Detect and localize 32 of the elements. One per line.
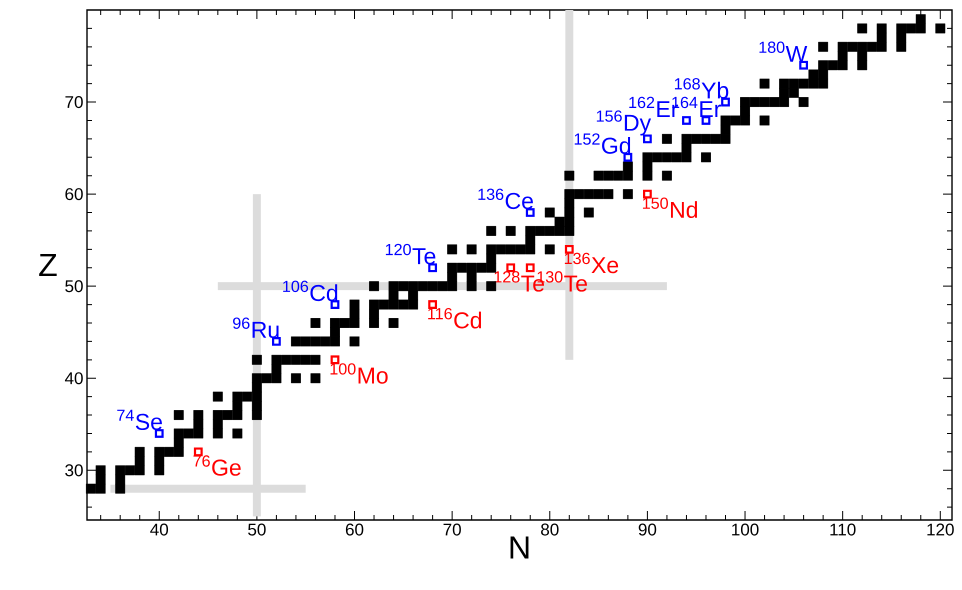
x-tick-label: 60 [346,524,364,536]
annotation: $^{74}$Se [117,410,162,430]
x-tick-label: 80 [541,524,559,536]
point [682,116,691,125]
x-axis-title: N [510,536,528,558]
point [721,98,730,106]
annotation: $^{100}$Mo [330,363,388,384]
x-tick-label: 40 [150,524,168,536]
annotation: $^{180}$W [759,42,808,62]
annotation: $^{96}$Ru [233,317,279,338]
point [154,429,164,438]
x-tick-label: 50 [248,524,266,536]
x-tick-label: 70 [444,524,461,536]
annotation: $^{136}$Xe [564,252,618,274]
y-tick-label: 30 [65,464,83,476]
annotation: $^{116}$Cd [428,308,482,328]
point [526,263,535,272]
y-tick-label: 60 [65,188,83,200]
point [272,337,281,346]
x-tick-label: 120 [927,524,954,536]
annotation: $^{152}$Gd [574,133,630,154]
x-tick-label: 90 [638,524,656,536]
x-tick-label: 110 [830,524,856,536]
annotation: $^{136}$Ce [478,188,533,210]
x-tick-label: 100 [732,524,759,536]
y-tick-label: 70 [65,96,83,108]
annotation: $^{120}$Te [386,244,436,264]
annotation: $^{106}$Cd [283,280,338,302]
y-tick-label: 40 [64,372,83,384]
y-axis-title: Z [39,254,57,276]
annotation: $^{150}$Nd [642,198,698,218]
y-tick-label: 50 [65,280,83,292]
